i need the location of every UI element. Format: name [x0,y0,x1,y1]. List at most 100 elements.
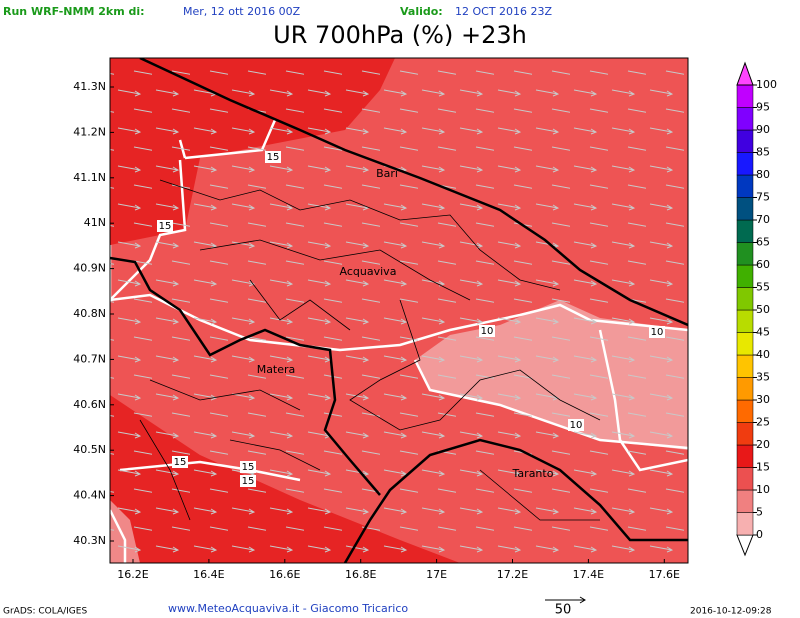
colorbar-box [736,242,754,266]
valid-label: Valido: [400,5,443,18]
x-tick-label: 16.6E [269,568,300,581]
contour-labels: 15 15 10 10 10 15 15 15 [157,151,665,487]
colorbar-box [736,152,754,176]
colorbar-label: 70 [756,213,770,226]
y-tick-label: 40.8N [73,307,106,320]
colorbar-box [736,287,754,311]
colorbar-label: 45 [756,326,770,339]
colorbar-label: 80 [756,168,770,181]
axes: 16.2E 16.4E 16.6E 16.8E 17E 17.2E 17.4E 17.6E 41… [73,80,680,581]
run-date: Mer, 12 ott 2016 00Z [183,5,301,18]
colorbar-label: 15 [756,461,770,474]
x-tick-label: 16.8E [345,568,376,581]
y-tick-label: 41.2N [73,125,106,138]
contour-label: 15 [242,462,255,473]
y-tick-label: 40.6N [73,398,106,411]
colorbar-box [736,174,754,198]
colorbar-label: 60 [756,258,770,271]
y-tick-label: 41N [84,216,106,229]
city-label: Taranto [512,467,554,480]
colorbar-label: 95 [756,101,770,114]
x-tick-label: 16.2E [117,568,148,581]
colorbar: 0 5 10 15 20 25 30 35 40 45 50 55 60 65 70 75 80 85 90 95 10… [736,61,777,557]
map [110,58,688,563]
colorbar-box [736,512,754,536]
colorbar-label: 65 [756,236,770,249]
x-tick-label: 17.2E [497,568,528,581]
city-label: Acquaviva [340,265,397,278]
colorbar-over [736,61,754,86]
coastline [343,438,688,563]
colorbar-box [736,332,754,356]
y-tick-label: 41.3N [73,80,106,93]
map-title: UR 700hPa (%) +23h [273,21,527,49]
colorbar-box [736,309,754,333]
colorbar-label: 55 [756,281,770,294]
contour-label-box [157,220,173,232]
colorbar-label: 90 [756,123,770,136]
colorbar-label: 75 [756,191,770,204]
contour-label-box [479,325,495,337]
timestamp: 2016-10-12-09:28 [690,607,772,617]
run-label: Run WRF-NMM 2km di: [3,5,145,18]
colorbar-label: 0 [756,528,763,541]
city-label: Bari [376,167,398,180]
contour-label: 10 [481,326,494,337]
x-tick-label: 17.4E [573,568,604,581]
contour-label: 15 [174,457,187,468]
map-frame [109,57,689,564]
colorbar-label: 85 [756,146,770,159]
y-tick-label: 40.4N [73,489,106,502]
contour-label-box [240,461,256,473]
contour-label: 15 [267,152,280,163]
colorbar-box [736,377,754,401]
coastline [139,58,688,327]
contour-label: 10 [570,420,583,431]
contour-label: 10 [651,327,664,338]
colorbar-label: 20 [756,438,770,451]
reference-arrow [545,596,586,604]
x-tick-label: 17.6E [649,568,680,581]
municipal-border [139,179,601,521]
colorbar-label: 50 [756,303,770,316]
colorbar-label: 35 [756,371,770,384]
valid-date: 12 OCT 2016 23Z [455,5,553,18]
contour-label-box [240,475,256,487]
colorbar-box [736,354,754,378]
colorbar-box [736,219,754,243]
y-tick-label: 41.1N [73,171,106,184]
colorbar-box [736,197,754,221]
contour-label-box [172,456,188,468]
region-border [110,256,381,496]
colorbar-box [736,129,754,153]
y-tick-label: 40.3N [73,534,106,547]
city-label: Matera [257,363,296,376]
colorbar-box [736,399,754,423]
contour-label-box [265,151,281,163]
contour-label: 15 [159,221,172,232]
colorbar-label: 40 [756,348,770,361]
software-credit: GrADS: COLA/IGES [3,607,87,617]
colorbar-box [736,467,754,491]
colorbar-box [736,84,754,108]
colorbar-label: 5 [756,506,763,519]
colorbar-box [736,264,754,288]
y-tick-label: 40.7N [73,352,106,365]
colorbar-under [736,534,754,557]
credits: www.MeteoAcquaviva.it - Giacomo Tricaric… [168,602,408,615]
contour-label-box [649,326,665,338]
colorbar-box [736,422,754,446]
arrow-label: 50 [555,603,572,618]
colorbar-label: 10 [756,483,770,496]
x-tick-label: 17E [426,568,447,581]
y-tick-label: 40.5N [73,443,106,456]
colorbar-box [736,489,754,513]
colorbar-box [736,107,754,131]
colorbar-label: 25 [756,416,770,429]
wind-field [110,58,688,563]
colorbar-label: 100 [756,78,777,91]
colorbar-label: 30 [756,393,770,406]
contour-label: 15 [242,476,255,487]
x-tick-label: 16.4E [193,568,224,581]
